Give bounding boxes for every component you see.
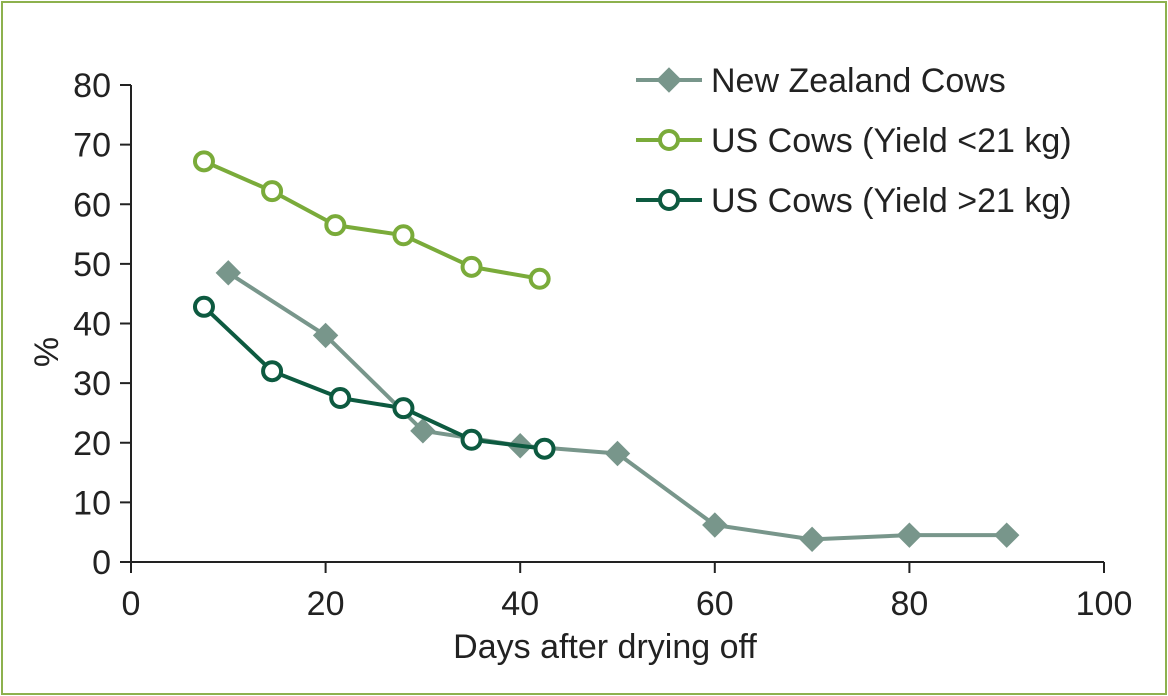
x-tick-label: 40 — [501, 585, 539, 623]
series-line — [203, 159, 541, 281]
data-point — [993, 522, 1020, 548]
y-tick-label: 30 — [73, 365, 111, 403]
data-point — [192, 295, 215, 318]
legend-label: US Cows (Yield <21 kg) — [711, 122, 1072, 160]
data-point — [460, 428, 483, 451]
series-2 — [192, 150, 551, 290]
legend-marker — [658, 129, 680, 151]
legend-label: New Zealand Cows — [711, 62, 1006, 100]
y-tick-label: 0 — [92, 544, 111, 582]
legend-item: New Zealand Cows — [636, 62, 1006, 100]
data-point — [392, 397, 415, 420]
y-tick-label: 60 — [73, 186, 111, 224]
y-tick-label: 20 — [73, 425, 111, 463]
y-tick-label: 10 — [73, 484, 111, 522]
series-3 — [192, 295, 556, 460]
x-tick-label: 100 — [1076, 585, 1133, 623]
data-point — [410, 418, 436, 444]
y-axis-title: % — [28, 337, 66, 367]
series-line — [202, 305, 545, 451]
x-tick-label: 60 — [696, 585, 734, 623]
data-point — [324, 214, 347, 237]
x-tick-label: 0 — [122, 585, 141, 623]
legend-item: US Cows (Yield <21 kg) — [636, 122, 1072, 160]
data-point — [604, 440, 631, 467]
x-axis-title: Days after drying off — [453, 628, 757, 666]
data-point — [896, 522, 923, 548]
x-tick-label: 20 — [307, 585, 345, 623]
data-point — [192, 150, 215, 173]
x-ticks: 0 20 40 60 80 100 — [122, 562, 1133, 623]
legend-item: US Cows (Yield >21 kg) — [636, 182, 1072, 220]
y-tick-label: 70 — [73, 127, 111, 165]
legend-label: US Cows (Yield >21 kg) — [711, 182, 1072, 220]
data-point — [392, 224, 415, 247]
data-point — [215, 260, 242, 286]
data-point — [329, 387, 352, 410]
x-tick-label: 80 — [890, 585, 928, 623]
y-tick-label: 80 — [73, 67, 111, 105]
data-point — [528, 267, 551, 290]
data-point — [261, 360, 284, 383]
data-point — [261, 180, 284, 203]
data-point — [460, 255, 483, 278]
y-tick-label: 50 — [73, 246, 111, 284]
data-point — [702, 512, 728, 538]
y-tick-label: 40 — [73, 306, 111, 344]
y-ticks: 0 10 20 30 40 50 60 70 80 — [73, 67, 131, 582]
data-point — [799, 526, 825, 553]
legend-marker — [656, 67, 682, 93]
data-point — [533, 437, 556, 460]
series-group — [192, 150, 1020, 553]
legend: New Zealand Cows US Cows (Yield <21 kg) US… — [636, 62, 1072, 220]
legend-marker — [658, 189, 680, 211]
data-point — [312, 322, 339, 349]
